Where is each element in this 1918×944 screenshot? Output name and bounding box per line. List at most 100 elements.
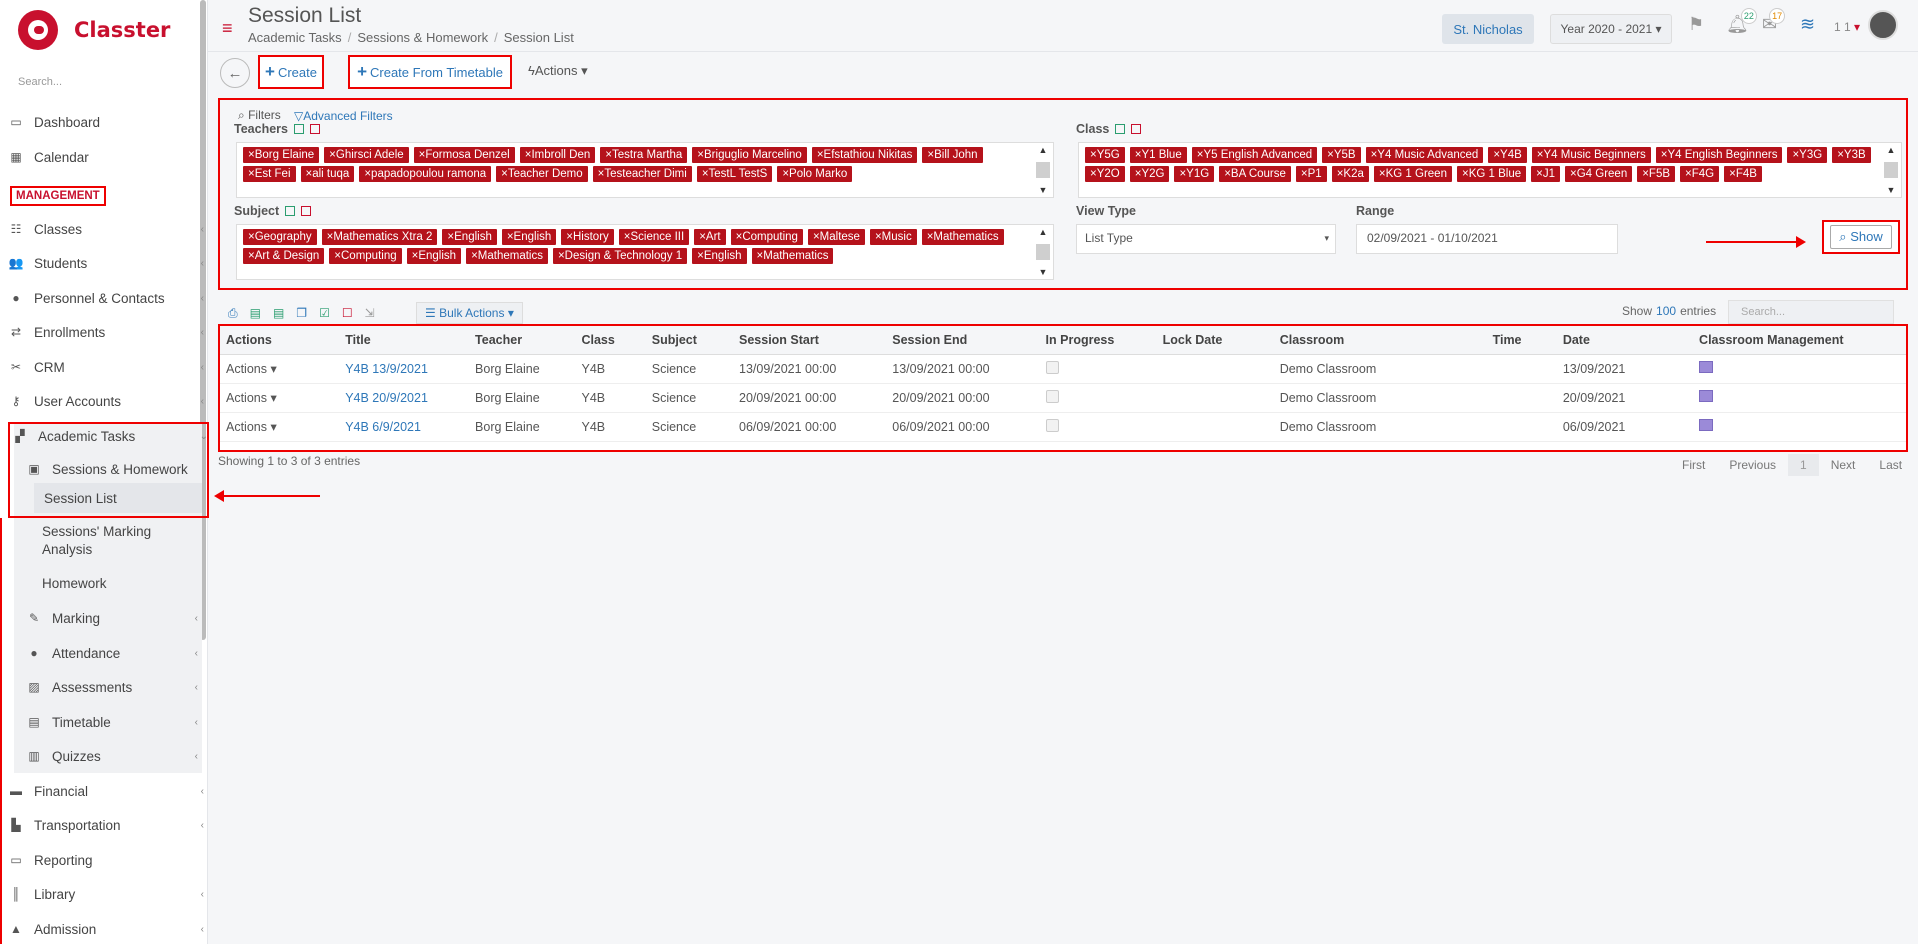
column-header[interactable]: Classroom Management <box>1693 326 1906 355</box>
user-name[interactable]: 1 1 ▾ <box>1834 20 1861 34</box>
filter-tag[interactable]: ×Art & Design <box>243 248 325 264</box>
filter-tag[interactable]: ×History <box>561 229 614 245</box>
sidebar-item-quizzes[interactable]: ▥ Quizzes ‹ <box>26 741 202 771</box>
filter-tag[interactable]: ×Ghirsci Adele <box>324 147 409 163</box>
filter-tag[interactable]: ×Y2O <box>1085 166 1125 182</box>
in-progress-checkbox[interactable] <box>1039 412 1157 442</box>
session-title-link[interactable]: Y4B 6/9/2021 <box>339 412 470 442</box>
filter-tag[interactable]: ×Y3G <box>1787 147 1828 163</box>
subject-scrollbar[interactable]: ▲ ▼ <box>1035 227 1051 277</box>
filter-tag[interactable]: ×Geography <box>243 229 317 245</box>
checkbox-icon[interactable] <box>1045 418 1059 432</box>
column-header[interactable]: In Progress <box>1039 326 1157 355</box>
bell-icon[interactable]: 🔔︎ 22 <box>1726 8 1757 35</box>
flag-icon[interactable]: ⚑ <box>1688 14 1705 34</box>
sidebar-item-sessions-homework[interactable]: ▣ Sessions & Homework <box>26 454 202 484</box>
sidebar-item-attendance[interactable]: ● Attendance ‹ <box>26 638 202 668</box>
filter-tag[interactable]: ×Computing <box>730 229 803 245</box>
compress-icon[interactable]: ⇲ <box>364 306 375 320</box>
filter-tag[interactable]: ×English <box>406 248 462 264</box>
create-button[interactable]: + Create <box>258 55 324 89</box>
filter-tag[interactable]: ×Y5 English Advanced <box>1191 147 1318 163</box>
filter-tag[interactable]: ×F5B <box>1637 166 1676 182</box>
sidebar-item-analysis[interactable]: Analysis <box>42 541 93 557</box>
column-header[interactable]: Class <box>575 326 646 355</box>
filter-tag[interactable]: ×Y4 Music Beginners <box>1531 147 1651 163</box>
filter-tag[interactable]: ×English <box>442 229 497 245</box>
filter-tag[interactable]: ×Testra Martha <box>600 147 688 163</box>
sidebar-item-dashboard[interactable]: ▭ Dashboard <box>8 107 208 137</box>
filter-tag[interactable]: ×G4 Green <box>1565 166 1633 182</box>
breadcrumb-academic-tasks[interactable]: Academic Tasks <box>248 30 342 45</box>
column-header[interactable]: Session Start <box>733 326 887 355</box>
row-actions-dropdown[interactable]: Actions ▾ <box>220 383 340 413</box>
sidebar-item-transportation[interactable]: ▙ Transportation ‹ <box>8 810 208 840</box>
select-all-check-icon[interactable] <box>293 124 304 134</box>
advanced-filters-link[interactable]: ▽Advanced Filters <box>294 109 393 123</box>
filter-tag[interactable]: ×Y4B <box>1488 147 1527 163</box>
column-header[interactable]: Time <box>1486 326 1557 355</box>
filter-tag[interactable]: ×Computing <box>329 248 402 264</box>
bulk-actions-dropdown[interactable]: ☰ Bulk Actions ▾ <box>416 302 523 324</box>
classroom-grid-icon[interactable] <box>1699 419 1714 431</box>
sidebar-scrollbar[interactable] <box>200 0 206 640</box>
filter-tag[interactable]: ×Testeacher Dimi <box>592 166 692 182</box>
filter-tag[interactable]: ×Y1G <box>1174 166 1215 182</box>
teachers-scrollbar[interactable]: ▲ ▼ <box>1035 145 1051 195</box>
filter-tag[interactable]: ×Borg Elaine <box>243 147 320 163</box>
sidebar-item-reporting[interactable]: ▭ Reporting <box>8 845 208 875</box>
sidebar-item-crm[interactable]: ✂ CRM ‹ <box>8 352 208 382</box>
breadcrumb-sessions-homework[interactable]: Sessions & Homework <box>357 30 489 45</box>
filter-tag[interactable]: ×F4G <box>1680 166 1720 182</box>
sidebar-item-session-list[interactable]: Session List <box>34 483 202 513</box>
teachers-multiselect[interactable]: ×Borg Elaine ×Ghirsci Adele ×Formosa Denze… <box>236 142 1054 198</box>
filter-tag[interactable]: ×Art <box>694 229 726 245</box>
app-logo[interactable]: Classter <box>18 10 170 50</box>
checkbox-icon[interactable] <box>1045 389 1059 403</box>
filter-tag[interactable]: ×Y3B <box>1832 147 1871 163</box>
sidebar-item-library[interactable]: ║ Library ‹ <box>8 879 208 909</box>
filter-tag[interactable]: ×English <box>501 229 557 245</box>
pager-first[interactable]: First <box>1682 458 1706 472</box>
select-all-check-icon[interactable]: ☑ <box>319 306 330 320</box>
filter-tag[interactable]: ×TestL TestS <box>696 166 773 182</box>
table-search-input[interactable]: Search... <box>1728 300 1894 324</box>
filter-tag[interactable]: ×F4B <box>1724 166 1762 182</box>
column-header[interactable]: Subject <box>645 326 733 355</box>
filter-tag[interactable]: ×P1 <box>1295 166 1327 182</box>
sidebar-item-homework[interactable]: Homework <box>42 575 107 591</box>
classroom-management-icon[interactable] <box>1693 354 1906 384</box>
sidebar-item-admission[interactable]: ▲ Admission ‹ <box>8 914 208 944</box>
sidebar-item-user-accounts[interactable]: ⚷ User Accounts ‹ <box>8 386 208 416</box>
sidebar-item-students[interactable]: 👥 Students ‹ <box>8 255 204 271</box>
filter-tag[interactable]: ×Efstathiou Nikitas <box>811 147 918 163</box>
year-select[interactable]: Year 2020 - 2021 ▾ <box>1550 14 1672 44</box>
print-icon[interactable]: ⎙ <box>228 305 238 320</box>
sidebar-item-sessions-marking[interactable]: Sessions' Marking <box>42 523 152 539</box>
classroom-management-icon[interactable] <box>1693 383 1906 413</box>
pager-last[interactable]: Last <box>1879 458 1903 472</box>
sidebar-item-enrollments[interactable]: ⇄ Enrollments ‹ <box>8 317 208 347</box>
mail-icon[interactable]: ✉ 17 <box>1762 8 1786 35</box>
deselect-icon[interactable]: ☐ <box>341 306 353 320</box>
row-actions-dropdown[interactable]: Actions ▾ <box>220 354 340 384</box>
sidebar-item-academic-tasks[interactable]: ▞ Academic Tasks ⌄ <box>12 421 212 451</box>
copy-icon[interactable]: ❐ <box>296 306 308 320</box>
filter-tag[interactable]: ×English <box>692 248 747 264</box>
filter-tag[interactable]: ×Y5G <box>1085 147 1125 163</box>
sidebar-search-input[interactable]: Search... <box>18 76 63 88</box>
filter-tag[interactable]: ×Briguglio Marcelino <box>692 147 807 163</box>
sidebar-item-financial[interactable]: ▬ Financial ‹ <box>10 783 204 799</box>
clear-all-icon[interactable] <box>1131 124 1142 134</box>
filter-tag[interactable]: ×Mathematics <box>921 229 1004 245</box>
filter-tag[interactable]: ×ali tuqa <box>300 166 355 182</box>
filter-tag[interactable]: ×Music <box>869 229 917 245</box>
filter-tag[interactable]: ×Y4 English Beginners <box>1655 147 1783 163</box>
filter-tag[interactable]: ×J1 <box>1531 166 1560 182</box>
column-header[interactable]: Classroom <box>1273 326 1487 355</box>
filter-tag[interactable]: ×papadopoulou ramona <box>359 166 492 182</box>
column-header[interactable]: Session End <box>886 326 1040 355</box>
classroom-grid-icon[interactable] <box>1699 390 1714 402</box>
filter-tag[interactable]: ×KG 1 Green <box>1373 166 1452 182</box>
clear-all-icon[interactable] <box>309 124 320 134</box>
